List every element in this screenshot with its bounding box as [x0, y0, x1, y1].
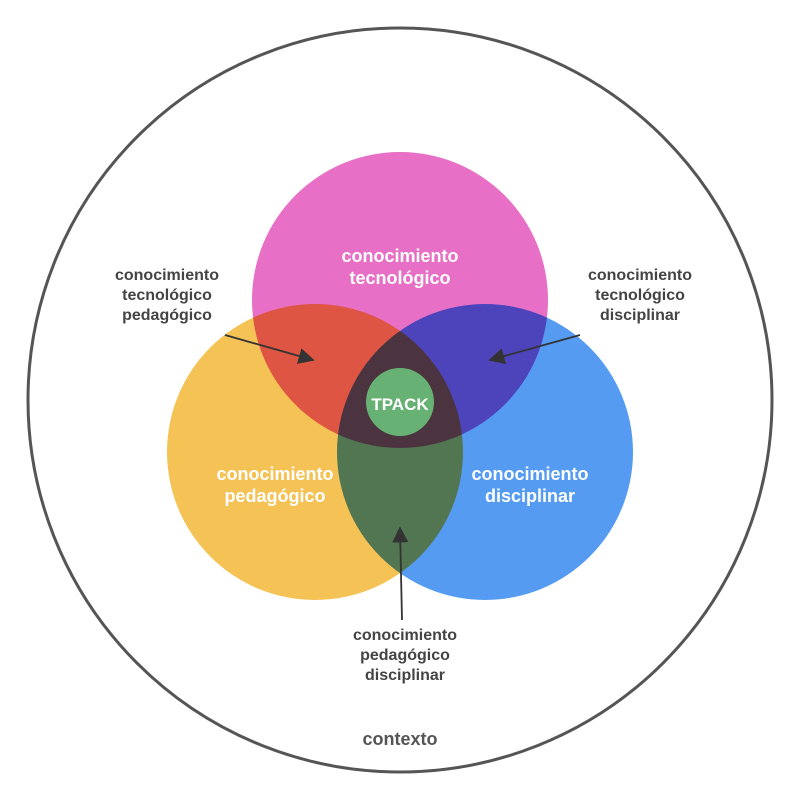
tpack-venn-diagram: conocimientotecnológicoconocimientopedag… — [0, 0, 800, 800]
intersection-label-bottom-line2: pedagógico — [360, 647, 450, 664]
intersection-label-bottom-line3: disciplinar — [365, 667, 445, 684]
intersection-label-bottom-line1: conocimiento — [353, 627, 457, 644]
intersection-label-top-right-line2: tecnológico — [595, 287, 685, 304]
venn-circle-right — [337, 304, 633, 600]
label-left-line1: conocimiento — [216, 464, 333, 484]
label-top-line2: tecnológico — [349, 268, 450, 288]
center-label: TPACK — [371, 395, 429, 414]
label-right-line2: disciplinar — [485, 486, 575, 506]
label-left-line2: pedagógico — [224, 486, 325, 506]
label-top-line1: conocimiento — [341, 246, 458, 266]
context-label: contexto — [362, 729, 437, 749]
intersection-label-top-left-line2: tecnológico — [122, 287, 212, 304]
intersection-label-top-left-line1: conocimiento — [115, 267, 219, 284]
intersection-label-top-left-line3: pedagógico — [122, 307, 212, 324]
label-right-line1: conocimiento — [471, 464, 588, 484]
intersection-label-top-right-line3: disciplinar — [600, 307, 680, 324]
intersection-label-top-right-line1: conocimiento — [588, 267, 692, 284]
